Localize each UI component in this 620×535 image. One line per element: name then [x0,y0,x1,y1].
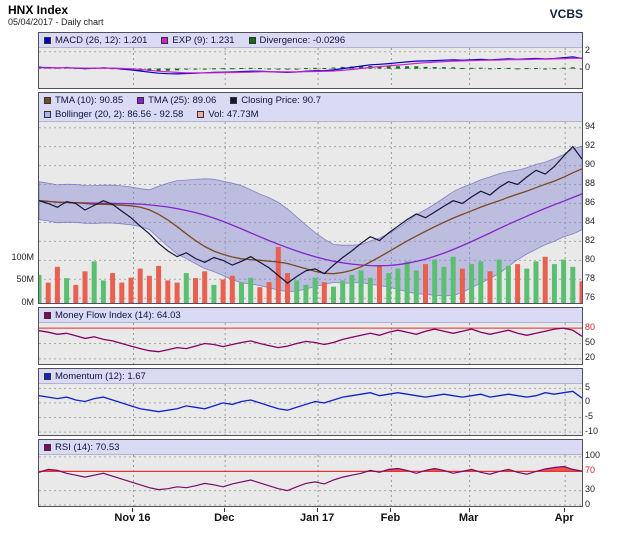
legend-item: Divergence: -0.0296 [248,34,346,46]
y-axis-label: 84 [585,215,596,226]
y-axis-label: -10 [585,425,599,436]
y-axis-label: 76 [585,291,596,302]
legend-item: MACD (26, 12): 1.201 [44,35,147,46]
y-axis-label: 30 [585,484,596,495]
legend-label: TMA (25): 89.06 [148,94,217,106]
price-legend-row1: TMA (10): 90.85 TMA (25): 89.06 Closing Pr… [39,93,582,107]
legend-swatch-icon [44,36,51,44]
y-axis-label: 90 [585,159,596,170]
y-axis-label: 92 [585,140,596,151]
y-axis-label: 0 [585,396,591,407]
macd-legend: MACD (26, 12): 1.201 EXP (9): 1.231 Diverg… [39,33,582,47]
y-axis-label: 0 [585,62,591,73]
mfi-chart[interactable] [39,322,582,364]
rsi-legend: RSI (14): 70.53 [39,440,582,454]
legend-label: Divergence: -0.0296 [259,34,346,46]
x-axis-label: Jan 17 [299,512,335,524]
price-legend-row2: Bollinger (20, 2): 86.56 - 92.58 Vol: 47.… [39,107,582,121]
legend-item: Closing Price: 90.7 [230,95,321,106]
price-chart[interactable] [39,121,582,303]
macd-chart[interactable] [39,47,582,88]
momentum-y-axis: 5 0 -5 -10 [585,381,619,436]
y-axis-label: 2 [585,45,591,56]
price-panel: TMA (10): 90.85 TMA (25): 89.06 Closing Pr… [38,92,583,304]
volume-axis-label: 100M [11,251,34,262]
rsi-panel: RSI (14): 70.53 [38,439,583,507]
chart-title: HNX Index [8,3,69,17]
legend-label: EXP (9): 1.231 [172,34,235,46]
y-axis-label: 82 [585,234,596,245]
legend-label: Vol: 47.73M [208,108,259,120]
legend-swatch-icon [44,372,51,380]
momentum-panel: Momentum (12): 1.67 [38,368,583,436]
y-axis-label: 50 [585,337,596,347]
legend-swatch-icon [44,110,51,118]
legend-swatch-icon [248,36,256,44]
header: HNX Index 05/04/2017 - Daily chart VCBS [0,0,620,30]
brand-vcbs: VCBS [549,7,583,21]
y-axis-label: 0 [585,498,591,509]
legend-item: TMA (10): 90.85 [44,95,123,106]
legend-item: EXP (9): 1.231 [161,34,235,46]
legend-label: Momentum (12): 1.67 [55,370,146,382]
legend-label: Bollinger (20, 2): 86.56 - 92.58 [55,108,184,120]
y-axis-label: 100 [585,450,601,461]
legend-swatch-icon [44,311,51,319]
price-y-axis: 94 92 90 88 86 84 82 80 78 76 [585,121,619,303]
y-axis-label: -5 [585,411,594,421]
y-axis-label: 5 [585,381,591,392]
x-axis-tick [224,508,226,512]
legend-item: Momentum (12): 1.67 [44,371,146,382]
legend-label: TMA (10): 90.85 [55,94,124,106]
legend-item: Vol: 47.73M [197,108,259,120]
x-axis-tick [317,508,319,512]
x-axis-tick [390,508,392,512]
y-axis-label: 88 [585,178,596,189]
legend-item: Money Flow Index (14): 64.03 [44,310,181,321]
x-axis-tick [132,508,134,512]
legend-label: Money Flow Index (14): 64.03 [55,309,181,321]
y-axis-label: 80 [585,321,596,332]
volume-axis-label: 50M [16,274,34,285]
mfi-panel: Money Flow Index (14): 64.03 [38,307,583,365]
mfi-y-axis: 80 50 20 [585,322,619,364]
volume-axis-label: 0M [21,297,34,307]
mfi-legend: Money Flow Index (14): 64.03 [39,308,582,322]
momentum-legend: Momentum (12): 1.67 [39,369,582,383]
legend-item: TMA (25): 89.06 [137,95,216,106]
legend-label: MACD (26, 12): 1.201 [55,34,148,46]
x-axis-tick [468,508,470,512]
legend-item: RSI (14): 70.53 [44,442,119,453]
legend-swatch-icon [197,110,205,118]
x-axis-label: Mar [458,512,479,524]
chart-date-subtitle: 05/04/2017 - Daily chart [8,17,104,27]
legend-swatch-icon [44,96,51,104]
y-axis-label: 86 [585,196,596,207]
y-axis-label: 70 [585,464,596,475]
x-axis-label: Dec [214,512,235,524]
y-axis-label: 20 [585,352,596,363]
x-axis-tick [564,508,566,512]
y-axis-label: 78 [585,272,596,283]
x-axis-label: Nov 16 [114,512,151,524]
legend-swatch-icon [44,443,51,451]
rsi-chart[interactable] [39,454,582,506]
x-axis-label: Apr [554,512,574,524]
y-axis-label: 94 [585,121,596,132]
rsi-y-axis: 100 70 30 0 [585,450,619,508]
legend-label: Closing Price: 90.7 [241,94,321,106]
legend-label: RSI (14): 70.53 [55,441,120,453]
x-axis-label: Feb [380,512,401,524]
x-axis-labels: Nov 16 Dec Jan 17 Feb Mar Apr [0,508,620,530]
momentum-chart[interactable] [39,383,582,435]
legend-swatch-icon [230,96,238,104]
volume-axis-labels: 100M 50M 0M [2,121,36,308]
legend-item: Bollinger (20, 2): 86.56 - 92.58 [44,109,183,120]
y-axis-label: 80 [585,253,596,264]
legend-swatch-icon [161,36,169,44]
macd-panel: MACD (26, 12): 1.201 EXP (9): 1.231 Diverg… [38,32,583,89]
legend-swatch-icon [137,96,145,104]
